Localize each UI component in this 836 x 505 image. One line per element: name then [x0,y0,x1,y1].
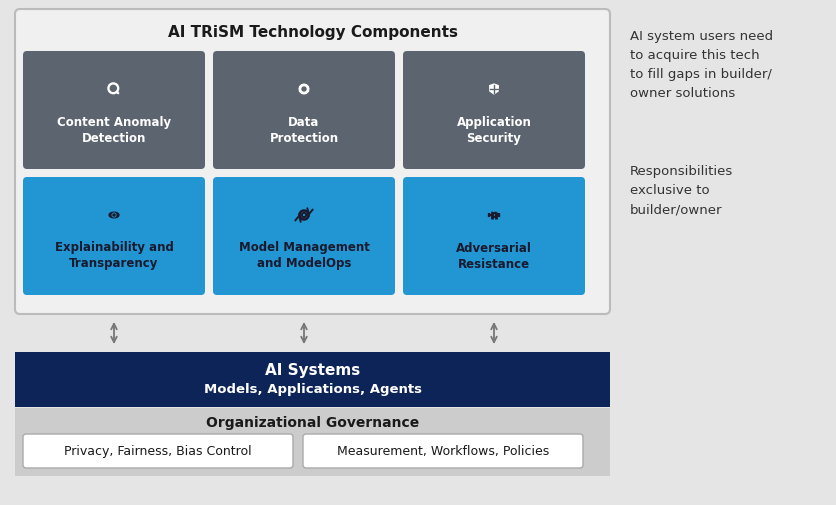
Text: Models, Applications, Agents: Models, Applications, Agents [203,383,421,396]
Circle shape [302,88,306,92]
Text: Responsibilities
exclusive to
builder/owner: Responsibilities exclusive to builder/ow… [630,165,733,216]
Text: Model Management
and ModelOps: Model Management and ModelOps [238,241,370,270]
Bar [15,408,610,476]
Text: AI system users need
to acquire this tech
to fill gaps in builder/
owner solutio: AI system users need to acquire this tec… [630,30,773,100]
FancyBboxPatch shape [23,178,205,295]
Text: Organizational Governance: Organizational Governance [206,415,419,429]
Text: Content Anomaly
Detection: Content Anomaly Detection [57,115,171,144]
Text: Application
Security: Application Security [456,115,532,144]
Text: Explainability and
Transparency: Explainability and Transparency [54,241,173,270]
FancyBboxPatch shape [213,52,395,170]
FancyBboxPatch shape [213,178,395,295]
FancyBboxPatch shape [23,52,205,170]
Text: AI TRiSM Technology Components: AI TRiSM Technology Components [167,24,457,39]
FancyBboxPatch shape [15,10,610,315]
Polygon shape [110,213,119,218]
Circle shape [112,214,116,217]
FancyBboxPatch shape [403,52,585,170]
Polygon shape [490,85,498,95]
Bar [15,352,610,407]
Text: Measurement, Workflows, Policies: Measurement, Workflows, Policies [337,444,549,458]
Text: AI Systems: AI Systems [265,362,360,377]
Text: Data
Protection: Data Protection [269,115,339,144]
FancyBboxPatch shape [303,434,583,468]
Polygon shape [298,84,309,95]
FancyBboxPatch shape [23,434,293,468]
FancyBboxPatch shape [403,178,585,295]
Circle shape [113,215,115,217]
Text: Privacy, Fairness, Bias Control: Privacy, Fairness, Bias Control [64,444,252,458]
Text: Adversarial
Resistance: Adversarial Resistance [456,241,532,270]
